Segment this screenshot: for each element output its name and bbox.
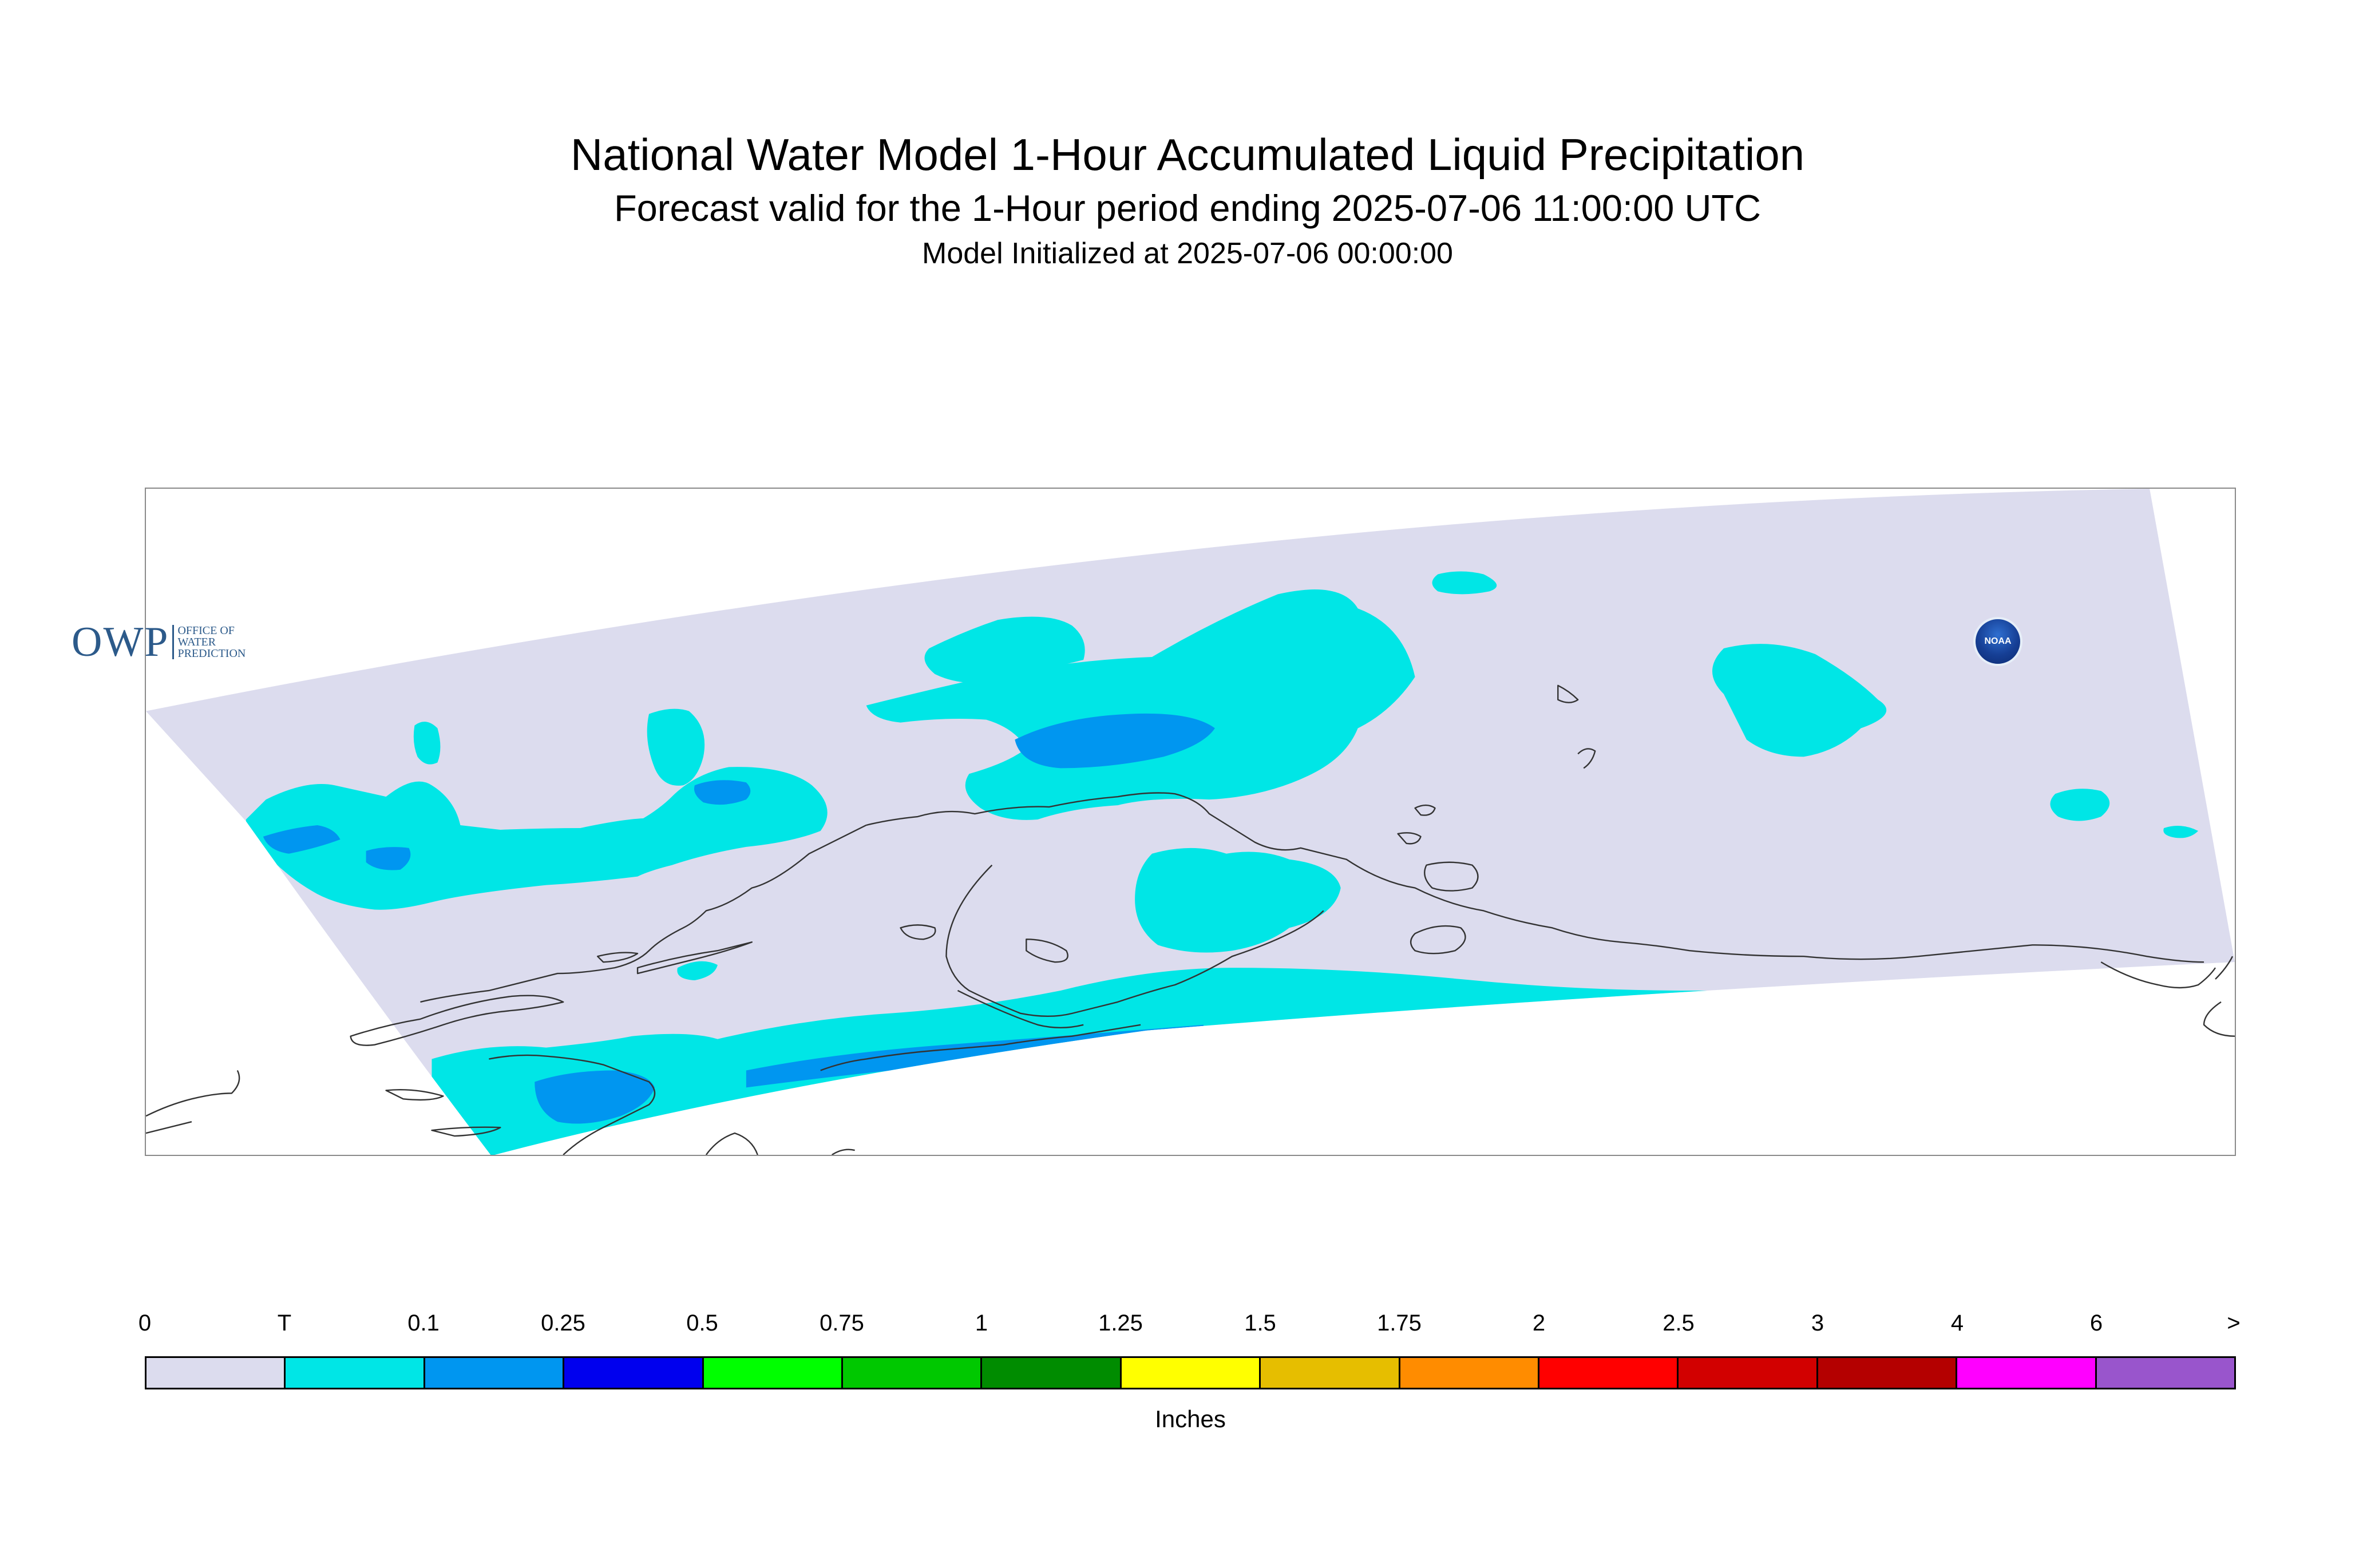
legend-tick-label: 2.5 <box>1662 1310 1695 1336</box>
noaa-logo: NOAA <box>1973 617 2022 666</box>
precip-moderate-area <box>992 1059 1044 1071</box>
coastline <box>385 1088 444 1101</box>
legend-swatch <box>286 1358 425 1388</box>
legend-swatch <box>1261 1358 1400 1388</box>
legend-swatch <box>1400 1358 1540 1388</box>
island-outline <box>1557 684 1579 703</box>
precip-trace-area <box>246 767 828 910</box>
legend-swatch <box>982 1358 1122 1388</box>
precip-trace-area <box>413 722 441 765</box>
model-domain-area <box>606 794 632 806</box>
legend-tick-label: 1 <box>975 1310 988 1336</box>
precip-trace-area <box>866 589 1415 820</box>
island-outline <box>1414 804 1436 816</box>
coastline <box>820 1024 1141 1071</box>
coastline <box>420 824 867 1003</box>
border-line <box>957 989 1084 1028</box>
coastline <box>1577 748 1596 769</box>
coastline <box>866 792 2204 963</box>
coastline <box>2100 961 2216 989</box>
island-outline <box>596 952 639 963</box>
legend-tick-label: 1.75 <box>1377 1310 1422 1336</box>
precip-light-area <box>366 847 411 870</box>
legend-swatch <box>147 1358 286 1388</box>
legend-swatch <box>1121 1358 1261 1388</box>
coastline <box>832 1149 855 1155</box>
precip-light-area <box>694 780 751 805</box>
map-subtitle: Forecast valid for the 1-Hour period end… <box>613 187 1762 229</box>
legend-tick-label: > <box>2227 1310 2241 1336</box>
island-outline <box>636 941 753 975</box>
legend-tick-label: 0.5 <box>686 1310 718 1336</box>
coastline <box>350 995 564 1046</box>
legend-color-bar <box>145 1356 2236 1389</box>
legend-tick-label: 0.75 <box>820 1310 864 1336</box>
legend-tick-label: 4 <box>1950 1310 1964 1336</box>
noaa-logo-text: NOAA <box>1984 636 2012 646</box>
precip-trace-area <box>1135 848 1341 953</box>
legend-swatch <box>1539 1358 1679 1388</box>
model-init-line: Model Initialized at 2025-07-06 00:00:00 <box>922 237 1453 270</box>
island-outline <box>1397 832 1422 845</box>
legend-tick-label: 2 <box>1532 1310 1546 1336</box>
legend-swatch <box>1679 1358 1818 1388</box>
coastline <box>705 1132 758 1155</box>
coastline <box>945 864 1324 1017</box>
legend-swatch <box>1957 1358 2097 1388</box>
legend-tick-label: 6 <box>2089 1310 2103 1336</box>
legend-swatch <box>564 1358 704 1388</box>
owp-logo-text: Office of Water Prediction <box>172 625 258 659</box>
map-title: National Water Model 1-Hour Accumulated … <box>570 129 1805 180</box>
coastline <box>431 1126 501 1137</box>
legend-units-label: Inches <box>1155 1405 1226 1432</box>
island-outline <box>1026 939 1068 963</box>
legend-tick-label: 0.25 <box>541 1310 585 1336</box>
legend-swatch <box>1818 1358 1958 1388</box>
precip-trace-area <box>1712 644 1887 757</box>
model-domain-area <box>146 489 2235 1155</box>
precip-trace-area <box>677 961 718 981</box>
island-outline <box>900 924 936 940</box>
map-panel <box>145 488 2236 1156</box>
coastline <box>1424 861 1479 892</box>
legend-tick-label: 0 <box>138 1310 152 1336</box>
owp-logo-mark: OWP <box>72 619 169 666</box>
precip-light-area <box>1015 713 1215 769</box>
precip-light-area <box>263 825 341 854</box>
precip-trace-area <box>2163 825 2199 838</box>
precip-light-area <box>535 1070 655 1124</box>
title-block: National Water Model 1-Hour Accumulated … <box>0 127 2375 272</box>
legend-tick-label: 1.25 <box>1098 1310 1143 1336</box>
legend-tick-label: 1.5 <box>1244 1310 1276 1336</box>
precip-trace-area <box>924 616 1085 683</box>
legend-swatch <box>2096 1358 2235 1388</box>
precip-trace-area <box>647 708 705 786</box>
legend-tick-label: 3 <box>1811 1310 1824 1336</box>
color-legend: 0 T 0.1 0.25 0.5 0.75 1 1.25 1.5 1.75 2 2.5 3 4 6 > Inc… <box>138 1310 2241 1459</box>
legend-swatch <box>425 1358 565 1388</box>
legend-tick-label: 0.1 <box>407 1310 440 1336</box>
precip-trace-area <box>1432 571 1497 595</box>
coastline <box>489 1054 656 1155</box>
precip-trace-area <box>2050 789 2110 821</box>
legend-swatch <box>703 1358 844 1388</box>
coastline <box>146 1070 240 1134</box>
owp-logo: OWP Office of Water Prediction <box>72 621 258 663</box>
coastline <box>2203 956 2235 1037</box>
legend-swatch <box>843 1358 983 1388</box>
island-outline <box>1410 925 1466 955</box>
legend-tick-labels: 0 T 0.1 0.25 0.5 0.75 1 1.25 1.5 1.75 2 2.5 3 4 6 > <box>138 1310 2241 1345</box>
precipitation-map <box>146 489 2235 1155</box>
legend-tick-label: T <box>277 1310 292 1336</box>
